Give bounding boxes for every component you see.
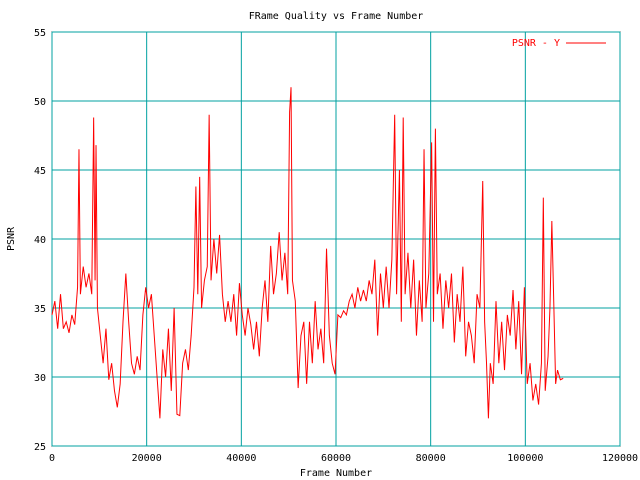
x-tick-label: 80000: [416, 453, 446, 464]
y-tick-label: 50: [34, 97, 46, 108]
x-tick-label: 0: [49, 453, 55, 464]
x-tick-label: 60000: [321, 453, 351, 464]
x-tick-label: 120000: [602, 453, 638, 464]
y-tick-label: 55: [34, 28, 46, 39]
data-line: [51, 87, 564, 419]
y-tick-label: 35: [34, 304, 46, 315]
y-tick-label: 30: [34, 373, 46, 384]
x-tick-label: 100000: [507, 453, 543, 464]
y-tick-label: 25: [34, 442, 46, 453]
y-tick-label: 45: [34, 166, 46, 177]
x-tick-label: 20000: [132, 453, 162, 464]
y-tick-label: 40: [34, 235, 46, 246]
legend-label: PSNR - Y: [512, 38, 560, 49]
x-tick-label: 40000: [226, 453, 256, 464]
chart-title: FRame Quality vs Frame Number: [249, 11, 424, 22]
x-axis-label: Frame Number: [300, 468, 372, 479]
y-axis-label: PSNR: [6, 226, 17, 251]
